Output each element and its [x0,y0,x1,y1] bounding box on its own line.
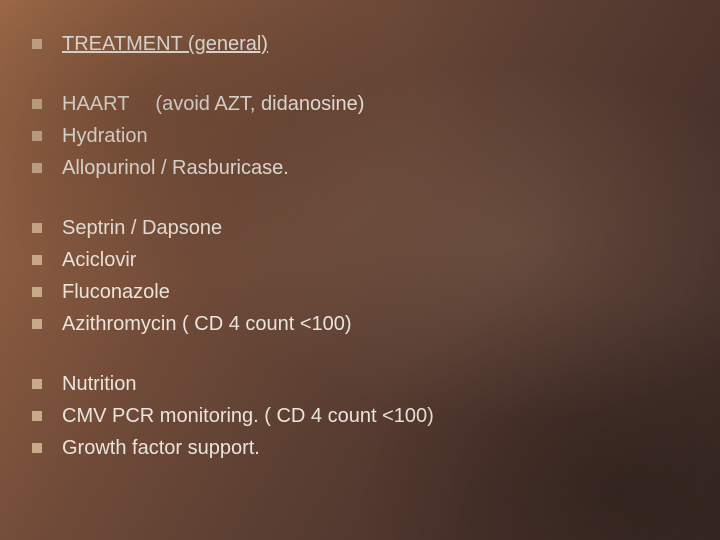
bullet-text: Aciclovir [62,244,136,276]
bullet-text: Growth factor support. [62,432,260,464]
bullet-row: Azithromycin ( CD 4 count <100) [32,308,700,340]
square-bullet-icon [32,287,42,297]
bullet-text: Azithromycin ( CD 4 count <100) [62,308,352,340]
bullet-group: Nutrition CMV PCR monitoring. ( CD 4 cou… [32,368,700,464]
square-bullet-icon [32,99,42,109]
bullet-text: Septrin / Dapsone [62,212,222,244]
bullet-text: TREATMENT (general) [62,28,268,60]
square-bullet-icon [32,223,42,233]
bullet-row: CMV PCR monitoring. ( CD 4 count <100) [32,400,700,432]
bullet-text: Nutrition [62,368,136,400]
bullet-row: Allopurinol / Rasburicase. [32,152,700,184]
bullet-row: Growth factor support. [32,432,700,464]
square-bullet-icon [32,319,42,329]
bullet-row: Septrin / Dapsone [32,212,700,244]
square-bullet-icon [32,255,42,265]
square-bullet-icon [32,411,42,421]
bullet-row: Nutrition [32,368,700,400]
bullet-row: Aciclovir [32,244,700,276]
square-bullet-icon [32,163,42,173]
square-bullet-icon [32,379,42,389]
bullet-text: Fluconazole [62,276,170,308]
square-bullet-icon [32,39,42,49]
bullet-group: HAART(avoid AZT, didanosine) Hydration A… [32,88,700,184]
square-bullet-icon [32,443,42,453]
bullet-text: HAART(avoid AZT, didanosine) [62,88,364,120]
square-bullet-icon [32,131,42,141]
bullet-text: Hydration [62,120,148,152]
bullet-text: Allopurinol / Rasburicase. [62,152,289,184]
bullet-row: TREATMENT (general) [32,28,700,60]
bullet-row: Fluconazole [32,276,700,308]
bullet-group: TREATMENT (general) [32,28,700,60]
bullet-text: CMV PCR monitoring. ( CD 4 count <100) [62,400,434,432]
bullet-row: HAART(avoid AZT, didanosine) [32,88,700,120]
slide: TREATMENT (general) HAART(avoid AZT, did… [0,0,720,540]
bullet-group: Septrin / Dapsone Aciclovir Fluconazole … [32,212,700,340]
bullet-row: Hydration [32,120,700,152]
